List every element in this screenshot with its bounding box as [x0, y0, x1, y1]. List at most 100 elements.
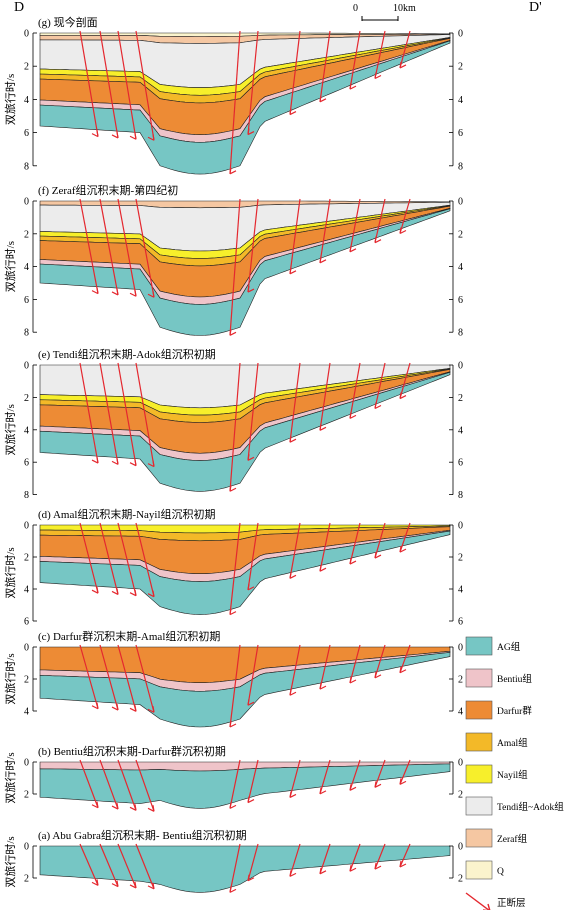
- tick-label-right: 0: [458, 29, 463, 40]
- tick-label-left: 4: [24, 95, 29, 106]
- tick-label-right: 4: [458, 425, 463, 436]
- panel-title: (b) Bentiu组沉积末期-Darfur群沉积初期: [38, 744, 226, 758]
- fault-line: [289, 644, 301, 696]
- tick-label-right: 2: [458, 874, 463, 885]
- fault-arrow: [349, 784, 357, 791]
- fault-line: [399, 362, 411, 399]
- tick-label-left: 0: [24, 643, 29, 654]
- tick-label-right: 8: [458, 328, 463, 339]
- fault-line: [349, 30, 361, 90]
- fault-arrow: [289, 436, 297, 443]
- tick-label-left: 0: [24, 842, 29, 853]
- fault-arrow: [349, 245, 357, 253]
- layer-AG: [39, 763, 451, 809]
- fault-line: [247, 644, 259, 706]
- tick-label-left: 4: [24, 262, 29, 273]
- legend-swatch-Bentiu: [465, 668, 493, 688]
- fault-arrow: [319, 867, 327, 875]
- fault-arrow: [319, 424, 327, 431]
- fault-line: [319, 30, 331, 102]
- panel-title: (d) Amal组沉积末期-Nayil组沉积初期: [38, 507, 216, 521]
- fault-line: [399, 759, 411, 785]
- legend-fault-swatch: [465, 892, 490, 910]
- fault-line: [117, 522, 137, 596]
- y-axis-label: 双旅行时/s: [3, 74, 17, 125]
- fault-line: [99, 362, 119, 465]
- legend-swatch-Nayil: [465, 764, 493, 784]
- panel-a: 0 0 2 2 双旅行时/s (a) Abu Gabra组沉积末期- Bentiu组沉积初…: [3, 828, 463, 893]
- tick-label-right: 8: [458, 161, 463, 172]
- fault-arrow: [349, 83, 357, 90]
- fault-line: [135, 522, 155, 597]
- scale-bar-zero: 0: [353, 3, 358, 14]
- layer-AG: [39, 530, 451, 615]
- fault-line: [229, 644, 241, 728]
- fault-arrow: [91, 879, 99, 886]
- fault-line: [374, 644, 386, 679]
- fault-arrow: [349, 865, 357, 872]
- fault-line: [79, 843, 99, 886]
- legend-swatch-Amal: [465, 732, 493, 752]
- fault-arrow: [247, 454, 255, 461]
- legend-label: Q: [497, 867, 504, 877]
- fault-line: [374, 362, 386, 409]
- fault-line: [374, 522, 386, 559]
- fault-arrow: [129, 589, 137, 597]
- fault-arrow: [111, 703, 119, 711]
- layer-AG: [39, 371, 451, 492]
- fault-line: [135, 362, 155, 467]
- legend-label: Zeraf组: [497, 833, 528, 845]
- y-axis-label: 双旅行时/s: [3, 836, 17, 887]
- tick-label-right: 0: [458, 842, 463, 853]
- fault-line: [117, 843, 137, 889]
- fault-line: [247, 362, 259, 461]
- fault-line: [399, 843, 411, 868]
- panel-g: 0 0 2 2 4 4 6 6 8 8 双旅行时/s (g) 现今剖面: [3, 15, 463, 175]
- legend: AG组 Bentiu组 Darfur群 Amal组 Nayil组 Tendi组~Adok组…: [465, 636, 564, 910]
- fault-line: [374, 30, 386, 79]
- fault-arrow: [289, 689, 297, 696]
- fault-arrow: [289, 108, 297, 116]
- tick-label-right: 2: [458, 62, 463, 73]
- tick-label-left: 4: [24, 585, 29, 596]
- tick-label-right: 0: [458, 521, 463, 532]
- panel-d: 0 0 2 2 4 4 6 6 双旅行时/s (d) Amal组沉积末期-Nayil组沉积初期: [3, 507, 463, 628]
- fault-arrow: [349, 557, 357, 565]
- fault-line: [289, 843, 301, 877]
- fault-line: [117, 30, 137, 140]
- fault-line: [319, 843, 331, 875]
- fault-arrow: [399, 392, 407, 400]
- fault-line: [374, 843, 386, 870]
- y-axis-label: 双旅行时/s: [3, 547, 17, 598]
- fault-arrow: [147, 706, 155, 713]
- legend-label: Amal组: [497, 737, 528, 749]
- fault-line: [99, 30, 119, 139]
- fault-arrow: [374, 236, 382, 244]
- fault-arrow: [111, 802, 119, 810]
- fault-line: [117, 644, 137, 712]
- fault-line: [117, 759, 137, 811]
- tick-label-right: 2: [458, 553, 463, 564]
- tick-label-left: 0: [24, 29, 29, 40]
- fault-line: [135, 30, 155, 141]
- fault-arrow: [91, 287, 99, 295]
- fault-arrow: [289, 267, 297, 275]
- tick-label-right: 2: [458, 393, 463, 404]
- legend-label: Nayil组: [497, 769, 528, 781]
- fault-line: [99, 198, 119, 296]
- fault-line: [289, 362, 301, 443]
- fault-line: [229, 759, 241, 809]
- fault-arrow: [374, 551, 382, 559]
- tick-label-right: 0: [458, 758, 463, 769]
- tick-label-left: 4: [24, 707, 29, 718]
- tick-label-left: 6: [24, 617, 29, 628]
- fault-line: [135, 759, 155, 812]
- tick-label-right: 2: [458, 229, 463, 240]
- legend-label: Tendi组~Adok组: [497, 801, 564, 813]
- fault-arrow: [111, 588, 119, 595]
- tick-label-right: 6: [458, 128, 463, 139]
- fault-arrow: [399, 860, 407, 868]
- y-axis-label: 双旅行时/s: [3, 241, 17, 292]
- legend-swatch-AG: [465, 636, 493, 656]
